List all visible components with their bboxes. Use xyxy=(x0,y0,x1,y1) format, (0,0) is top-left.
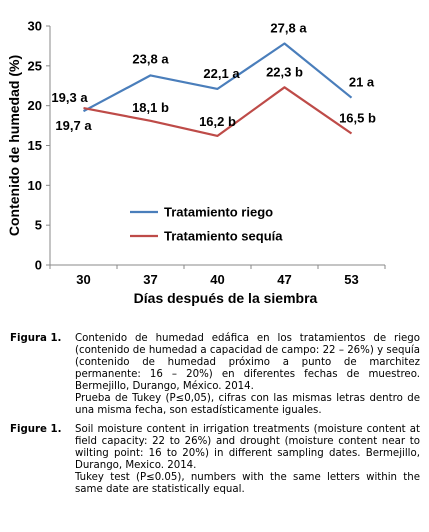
data-label: 19,7 a xyxy=(55,118,92,133)
line-chart: 0 5 10 15 20 25 30 30 37 40 47 53 Días después de la… xyxy=(6,19,386,306)
y-tick-label: 20 xyxy=(28,98,42,113)
caption-paragraph: Soil moisture content in irrigation trea… xyxy=(75,424,420,471)
x-tick-label: 37 xyxy=(143,272,157,287)
data-label: 22,1 a xyxy=(203,66,240,81)
data-label: 16,5 b xyxy=(339,111,376,126)
y-tick-label: 5 xyxy=(35,218,42,233)
caption-spanish: Figura 1. Contenido de humedad edáfica e… xyxy=(10,333,420,417)
series-line-sequia xyxy=(83,86,353,137)
data-label: 19,3 a xyxy=(51,90,88,105)
caption-label: Figure 1. xyxy=(10,424,62,435)
y-tick-label: 0 xyxy=(35,258,42,273)
x-tick-label: 47 xyxy=(277,272,291,287)
data-label: 27,8 a xyxy=(270,21,307,36)
y-tick-label: 25 xyxy=(28,58,42,73)
x-tick-label: 40 xyxy=(210,272,224,287)
y-tick-label: 10 xyxy=(28,178,42,193)
y-tick-label: 15 xyxy=(28,138,42,153)
caption-paragraph: Contenido de humedad edáfica en los trat… xyxy=(75,333,420,392)
caption-paragraph: Prueba de Tukey (P≤0,05), cifras con las… xyxy=(75,393,420,416)
data-label: 18,1 b xyxy=(132,100,169,115)
y-axis-title: Contenido de humedad (%) xyxy=(6,55,22,236)
legend-label: Tratamiento riego xyxy=(164,205,273,220)
data-label: 22,3 b xyxy=(266,64,303,79)
x-axis-title: Días después de la siembra xyxy=(134,290,318,306)
chart-container: 0 5 10 15 20 25 30 30 37 40 47 53 Días después de la… xyxy=(6,19,386,306)
x-tick-label: 30 xyxy=(76,272,90,287)
caption-paragraph: Tukey test (P≤0.05), numbers with the sa… xyxy=(75,472,420,495)
caption-english: Figure 1. Soil moisture content in irrig… xyxy=(10,424,420,496)
y-tick-label: 30 xyxy=(28,19,42,34)
x-tick-label: 53 xyxy=(344,272,358,287)
legend-label: Tratamiento sequía xyxy=(164,229,283,244)
data-label: 23,8 a xyxy=(132,51,169,66)
data-label: 21 a xyxy=(349,75,375,90)
caption-label: Figura 1. xyxy=(10,333,62,344)
series-line-riego xyxy=(82,42,353,113)
data-label: 16,2 b xyxy=(199,114,236,129)
